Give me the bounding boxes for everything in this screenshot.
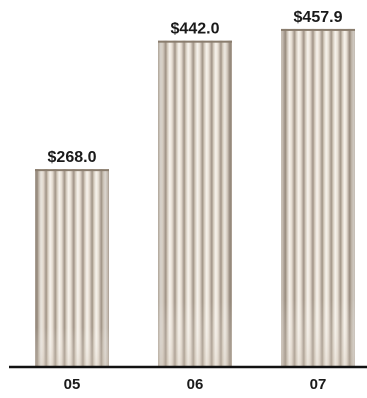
bar-cap-06 (158, 40, 232, 43)
x-tick-labels-layer: 05 06 07 (64, 376, 327, 393)
x-tick-label-05: 05 (64, 376, 81, 393)
bar-bottom-fade-05 (35, 169, 109, 367)
bar-05 (35, 169, 109, 367)
bar-bottom-fade-07 (281, 28, 355, 367)
bar-bottom-fade-06 (158, 40, 232, 368)
bar-cap-07 (281, 28, 355, 31)
x-tick-label-06: 06 (187, 376, 204, 393)
value-label-07: $457.9 (294, 9, 343, 26)
value-label-05: $268.0 (48, 149, 97, 166)
x-tick-label-07: 07 (310, 376, 327, 393)
value-label-06: $442.0 (171, 21, 220, 38)
bar-cap-05 (35, 169, 109, 172)
bar-07 (281, 28, 355, 367)
bar-06 (158, 40, 232, 368)
value-labels-layer: $268.0 $442.0 $457.9 (48, 9, 343, 166)
bars-layer (35, 28, 355, 368)
